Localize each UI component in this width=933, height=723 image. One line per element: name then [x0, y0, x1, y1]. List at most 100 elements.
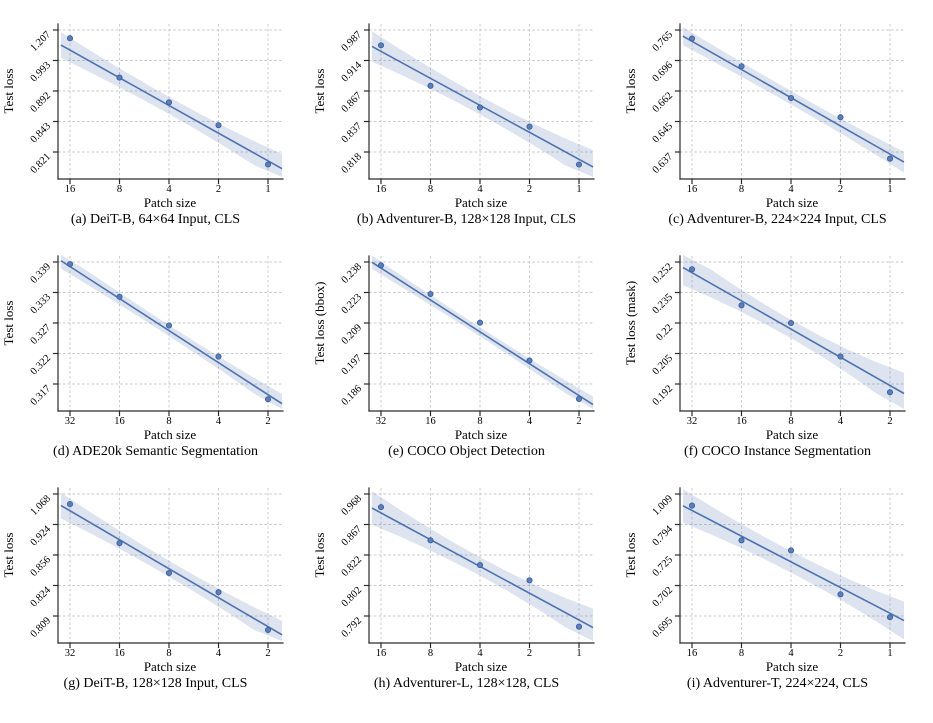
y-tick-label: 0.662: [651, 90, 675, 114]
x-tick-label: 8: [166, 648, 171, 659]
plot-panel-a: 1.207 0.993 0.892 0.843 0.821 16 8 4 2 1 Test loss…: [0, 6, 311, 228]
data-point: [886, 155, 894, 162]
x-tick-label: 8: [117, 184, 122, 195]
data-point: [526, 123, 533, 130]
plot-caption-g: (g) DeiT-B, 128×128 Input, CLS: [63, 676, 248, 691]
plot-canvas-i: 1.009 0.794 0.725 0.702 0.695 16 8 4 2 1 Test loss…: [623, 487, 906, 674]
data-point: [116, 74, 123, 81]
fit-line: [371, 261, 594, 406]
confidence-band: [372, 255, 593, 409]
scaling-plots-figure: 1.207 0.993 0.892 0.843 0.821 16 8 4 2 1 Test loss…: [0, 6, 933, 692]
y-axis-label: Test loss: [1, 301, 16, 346]
x-tick-label: 16: [114, 648, 125, 659]
y-tick-label: 0.818: [340, 151, 364, 175]
confidence-band: [683, 255, 904, 409]
y-tick-label: 0.192: [651, 383, 675, 407]
y-axis-label: Test loss: [1, 533, 16, 578]
data-point: [688, 35, 696, 42]
confidence-band: [61, 32, 282, 177]
y-tick-label: 0.205: [651, 353, 675, 377]
data-point: [66, 501, 74, 508]
x-tick-label: 2: [887, 416, 892, 427]
axes: [363, 487, 595, 649]
y-tick-label: 0.235: [651, 292, 675, 316]
data-point: [427, 290, 434, 298]
fit-line: [60, 260, 283, 405]
plot-panel-b: 0.987 0.914 0.867 0.837 0.818 16 8 4 2 1 Test loss…: [311, 6, 622, 228]
y-tick-label: 0.252: [651, 261, 675, 285]
fit-line: [60, 44, 283, 170]
x-tick-label: 16: [687, 184, 698, 195]
data-point: [787, 319, 795, 327]
plot-caption-f: (f) COCO Instance Segmentation: [683, 444, 871, 459]
plot-panel-f: 0.252 0.235 0.22 0.205 0.192 32 16 8 4 2 Test loss…: [622, 238, 933, 460]
y-tick-label: 0.993: [29, 60, 53, 84]
data-point: [427, 82, 434, 89]
y-tick-label: 0.339: [29, 261, 53, 285]
data-point: [215, 353, 222, 360]
confidence-band: [61, 492, 282, 641]
x-tick-label: 2: [265, 416, 270, 427]
data-point: [886, 389, 894, 396]
plot-canvas-d: 0.339 0.333 0.327 0.322 0.317 32 16 8 4 2 Test los…: [1, 255, 284, 442]
data-point: [427, 537, 434, 544]
y-tick-label: 0.696: [651, 60, 675, 84]
y-tick-label: 1.068: [29, 493, 53, 517]
y-tick-label: 0.821: [29, 151, 53, 175]
x-tick-label: 1: [887, 648, 892, 659]
y-tick-label: 0.892: [29, 90, 53, 114]
plot-panel-i: 1.009 0.794 0.725 0.702 0.695 16 8 4 2 1 Test loss…: [622, 470, 933, 692]
plot-panel-d: 0.339 0.333 0.327 0.322 0.317 32 16 8 4 2 Test los…: [0, 238, 311, 460]
data-points: [688, 266, 894, 396]
data-point: [165, 99, 173, 106]
x-tick-label: 2: [838, 184, 843, 195]
data-point: [575, 395, 583, 402]
data-point: [165, 569, 173, 577]
data-point: [215, 589, 222, 596]
y-tick-label: 0.209: [340, 322, 364, 346]
y-tick-label: 0.765: [651, 29, 675, 53]
x-tick-label: 32: [376, 416, 387, 427]
data-point: [575, 161, 583, 168]
y-tick-label: 0.197: [340, 353, 364, 377]
data-points: [377, 504, 583, 630]
fit-line: [682, 266, 905, 395]
plot-canvas-g: 1.068 0.924 0.856 0.824 0.809 32 16 8 4 2 Test los…: [1, 487, 284, 674]
x-axis-label: Patch size: [766, 427, 819, 442]
x-tick-label: 4: [788, 184, 794, 195]
y-axis-label: Test loss: [623, 533, 638, 578]
data-point: [837, 591, 844, 598]
data-point: [215, 122, 222, 129]
y-tick-label: 0.637: [651, 151, 675, 175]
fit-line: [371, 507, 594, 629]
x-tick-label: 8: [739, 648, 744, 659]
plot-canvas-e: 0.238 0.223 0.209 0.197 0.186 32 16 8 4 2 Test los…: [312, 255, 595, 442]
x-tick-label: 16: [376, 184, 387, 195]
data-point: [264, 626, 272, 634]
x-tick-label: 2: [838, 648, 843, 659]
data-point: [476, 319, 484, 326]
x-tick-label: 16: [114, 416, 125, 427]
x-tick-label: 1: [576, 648, 581, 659]
gridlines: [369, 24, 593, 179]
data-point: [66, 261, 74, 268]
data-points: [377, 262, 583, 402]
gridlines: [58, 256, 282, 411]
y-tick-label: 0.837: [340, 121, 364, 145]
data-points: [66, 35, 272, 168]
x-tick-label: 32: [65, 416, 76, 427]
fit-line: [682, 505, 905, 622]
x-tick-label: 4: [477, 184, 483, 195]
axes: [52, 255, 284, 417]
axes: [363, 255, 595, 417]
x-axis-label: Patch size: [144, 659, 197, 674]
data-point: [526, 357, 533, 364]
y-tick-label: 0.914: [340, 59, 365, 84]
y-tick-label: 0.223: [340, 292, 364, 316]
plot-panel-h: 0.968 0.867 0.822 0.802 0.792 16 8 4 2 1 Test loss…: [311, 470, 622, 692]
data-point: [526, 577, 533, 584]
data-point: [476, 104, 484, 111]
plot-canvas-c: 0.765 0.696 0.662 0.645 0.637 16 8 4 2 1 Test loss…: [623, 23, 906, 210]
x-tick-label: 8: [166, 416, 171, 427]
y-tick-label: 0.792: [340, 615, 364, 639]
